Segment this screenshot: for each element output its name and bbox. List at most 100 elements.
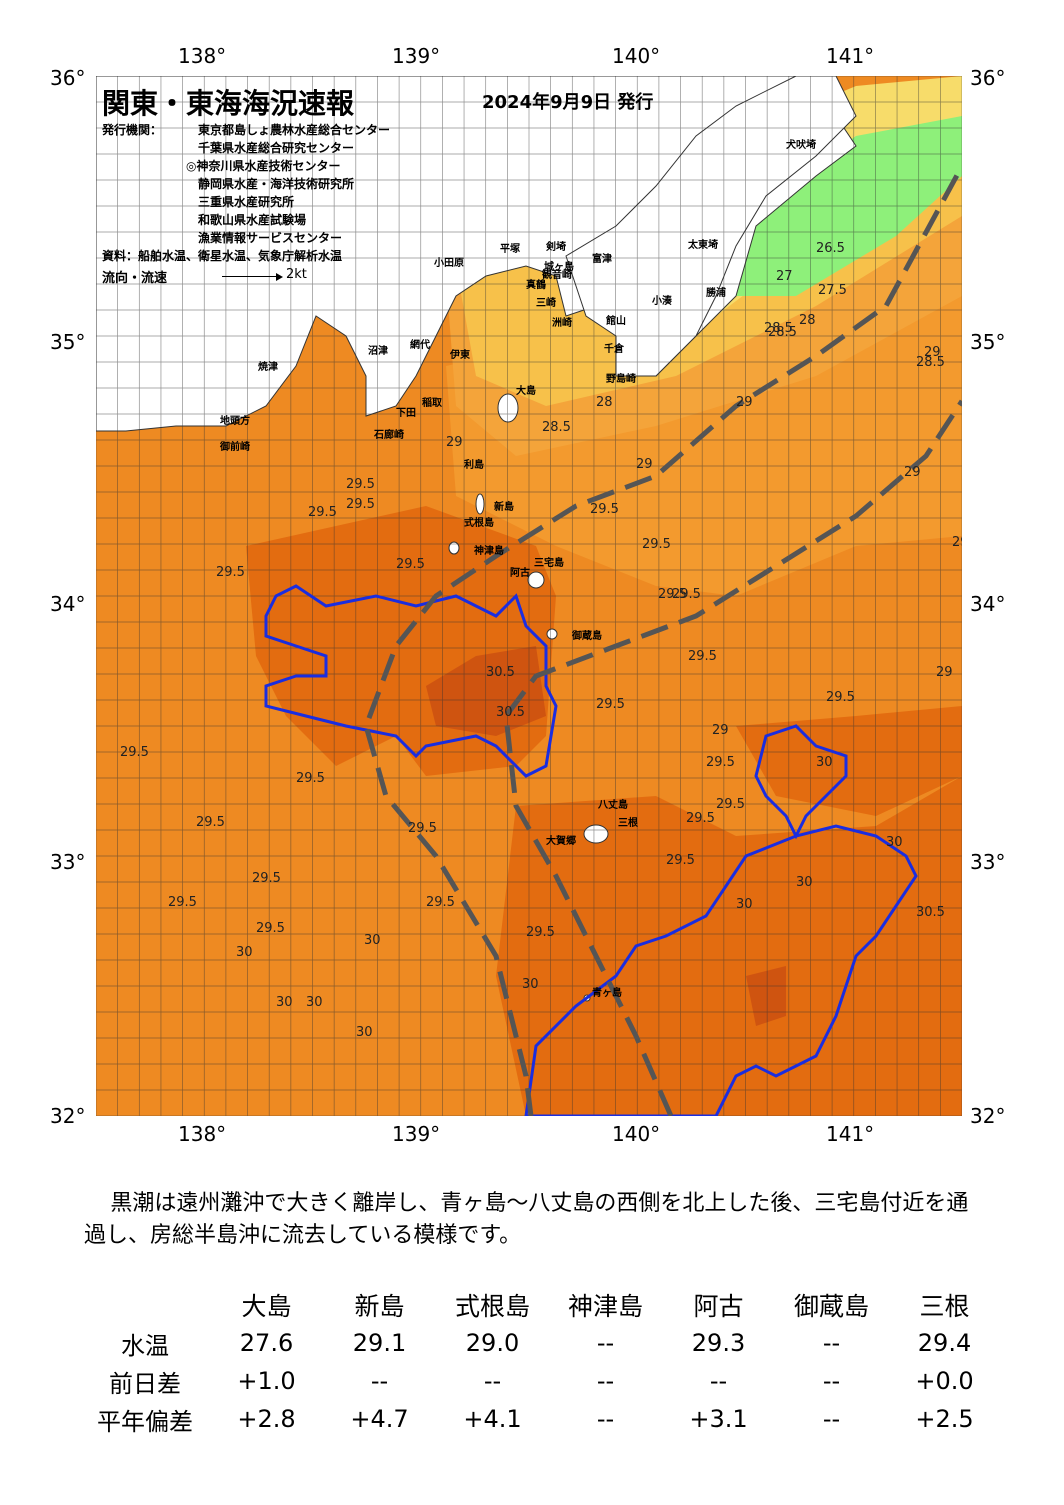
place-label: 洲崎	[552, 316, 572, 329]
lon-label-bottom: 139°	[392, 1122, 441, 1146]
lon-label-top: 138°	[178, 44, 227, 68]
table-row: 平年偏差 +2.8 +4.7 +4.1 -- +3.1 -- +2.5	[80, 1400, 1001, 1438]
land-boso	[565, 76, 857, 377]
table-row: 水温 27.6 29.1 29.0 -- 29.3 -- 29.4	[80, 1324, 1001, 1362]
isotherm-label: 29.5	[252, 871, 281, 886]
isotherm-label: 30	[276, 995, 293, 1010]
issuer: ◎神奈川県水産技術センター	[186, 159, 341, 173]
isotherm-label: 27.5	[818, 283, 847, 298]
issuer: 三重県水産研究所	[198, 195, 295, 209]
island-hachijojima	[583, 824, 609, 844]
table-cell: 29.4	[917, 1329, 972, 1357]
isotherm-label: 29.5	[658, 587, 687, 602]
table-cell: +2.5	[915, 1405, 974, 1433]
isotherm-label: 29.5	[686, 811, 715, 826]
isotherm-30-southeast	[524, 824, 918, 1116]
place-label: 三根	[618, 816, 638, 829]
lat-label-left: 32°	[50, 1104, 86, 1128]
table-cell: --	[483, 1367, 502, 1395]
place-label: 伊東	[449, 348, 470, 361]
table-cell: --	[822, 1367, 841, 1395]
kuroshio-axis-main	[363, 164, 962, 1116]
warm-region-30-5-small	[746, 966, 786, 1026]
place-label: 館山	[605, 314, 626, 327]
isotherm-label: 30.5	[496, 705, 525, 720]
lat-label-left: 36°	[50, 66, 86, 90]
isotherm-label: 29	[904, 465, 921, 480]
isotherm-label: 29	[636, 457, 653, 472]
island-niijima	[475, 493, 485, 515]
isotherm-label: 27	[776, 269, 793, 284]
island-kozushima	[448, 541, 460, 555]
isotherm-30-west	[264, 584, 558, 778]
place-label: 御前崎	[219, 440, 250, 453]
data-source: 資料：船舶水温、衛星水温、気象庁解析水温	[102, 249, 343, 263]
table-cell: +4.7	[350, 1405, 409, 1433]
place-label: 式根島	[464, 516, 494, 529]
table-cell: 29.0	[465, 1329, 520, 1357]
isotherm-label: 29.5	[590, 502, 619, 517]
flow-legend-label: 流向・流速	[102, 271, 168, 286]
lon-label-bottom: 138°	[178, 1122, 227, 1146]
isotherm-label: 29	[736, 395, 753, 410]
place-label: 小湊	[651, 294, 673, 307]
place-label: 大島	[516, 384, 536, 397]
isotherm-label: 29.5	[216, 565, 245, 580]
table-cell: +1.0	[237, 1367, 296, 1395]
isotherm-label: 30	[886, 835, 903, 850]
table-cell: --	[822, 1405, 841, 1433]
row-label: 平年偏差	[97, 1407, 193, 1436]
place-label: 小田原	[433, 256, 464, 269]
summary-text: 黒潮は遠州灘沖で大きく離岸し、青ヶ島～八丈島の西側を北上した後、三宅島付近を通過…	[84, 1191, 969, 1248]
isotherm-label: 29	[952, 535, 962, 550]
place-label: 野島崎	[606, 372, 636, 385]
place-label: 勝浦	[706, 286, 726, 299]
isotherm-label: 30.5	[486, 665, 515, 680]
island-miyakejima	[527, 571, 545, 589]
place-label: 犬吠埼	[786, 138, 816, 151]
isotherm-label: 29	[712, 723, 729, 738]
lon-label-top: 139°	[392, 44, 441, 68]
isotherm-label: 29.5	[308, 505, 337, 520]
table-corner	[80, 1286, 210, 1324]
lat-label-right: 36°	[970, 66, 1006, 90]
isotherm-label: 28.5	[542, 420, 571, 435]
table-cell: --	[596, 1329, 615, 1357]
observation-table: 大島 新島 式根島 神津島 阿古 御蔵島 三根 水温 27.6 29.1 29.…	[80, 1286, 1001, 1438]
warm-region-30-east	[736, 706, 962, 816]
kuroshio-axis-branch	[503, 399, 962, 1116]
isotherm-label: 30	[736, 897, 753, 912]
place-label: 千倉	[604, 342, 625, 355]
isotherm-label: 29.5	[688, 649, 717, 664]
isotherm-label: 29	[924, 345, 941, 360]
column-header: 神津島	[567, 1292, 643, 1321]
isotherm-label: 29	[936, 665, 953, 680]
isotherm-label: 29.5	[408, 821, 437, 836]
table-cell: --	[709, 1367, 728, 1395]
column-header: 大島	[241, 1292, 292, 1321]
issuer: 東京都島しょ農林水産総合センター	[198, 123, 391, 137]
lat-label-left: 34°	[50, 592, 86, 616]
place-label: 三宅島	[534, 556, 564, 569]
table-cell: --	[596, 1405, 615, 1433]
place-label: 新島	[494, 500, 514, 513]
isotherm-label: 28.5	[916, 355, 945, 370]
table-cell: +0.0	[915, 1367, 974, 1395]
lat-label-right: 32°	[970, 1104, 1006, 1128]
lat-label-right: 35°	[970, 330, 1006, 354]
column-header: 三根	[919, 1292, 970, 1321]
isotherm-label: 28	[596, 395, 613, 410]
table-cell: 27.6	[239, 1329, 294, 1357]
table-cell: 29.1	[352, 1329, 407, 1357]
place-label: 焼津	[258, 360, 278, 373]
place-label: 大賀郷	[546, 834, 576, 847]
isotherm-label: 29.5	[706, 755, 735, 770]
table-cell: --	[822, 1329, 841, 1357]
row-label: 前日差	[109, 1369, 181, 1398]
column-header: 阿古	[693, 1292, 744, 1321]
isotherm-label: 29.5	[346, 477, 375, 492]
place-label: 網代	[410, 338, 430, 351]
column-header: 新島	[354, 1292, 405, 1321]
isotherm-labels: 26.52727.5282828.528.528.528.52929292929…	[120, 241, 962, 1040]
